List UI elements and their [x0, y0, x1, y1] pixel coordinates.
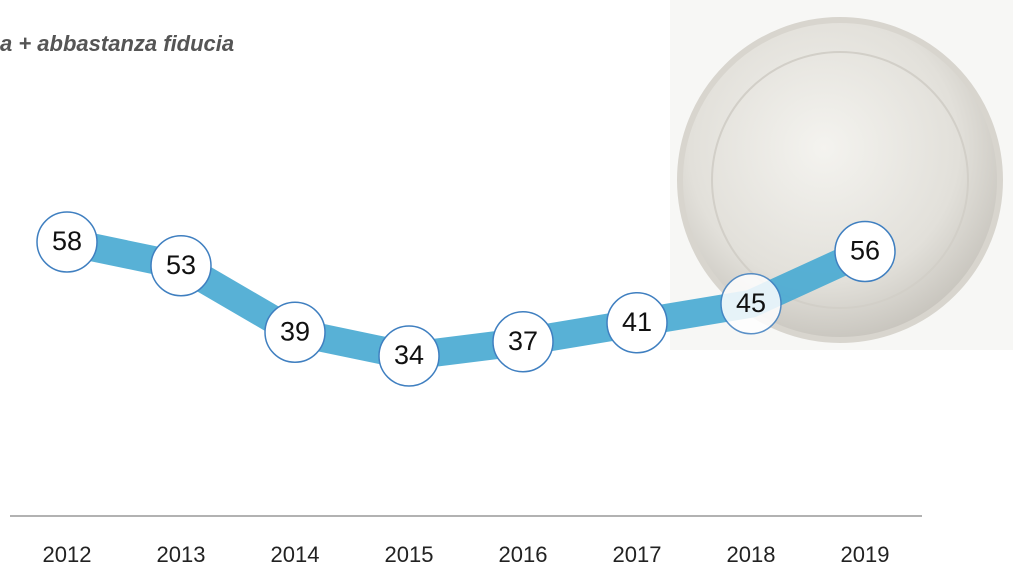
x-tick-label: 2018 — [727, 542, 776, 567]
data-label: 37 — [508, 326, 538, 356]
x-tick-label: 2014 — [271, 542, 320, 567]
x-tick-label: 2015 — [385, 542, 434, 567]
data-label: 53 — [166, 250, 196, 280]
data-label: 34 — [394, 340, 424, 370]
data-label: 56 — [850, 236, 880, 266]
chart-title: a + abbastanza fiducia — [0, 31, 234, 56]
x-tick-label: 2013 — [157, 542, 206, 567]
x-tick-label: 2017 — [613, 542, 662, 567]
chart: a + abbastanza fiducia 2012 2013 2014 2015 2… — [0, 0, 1013, 571]
x-tick-label: 2016 — [499, 542, 548, 567]
x-tick-label: 2019 — [841, 542, 890, 567]
data-label: 41 — [622, 307, 652, 337]
x-tick-label: 2012 — [43, 542, 92, 567]
data-label: 39 — [280, 316, 310, 346]
data-label: 58 — [52, 226, 82, 256]
data-label: 45 — [736, 288, 766, 318]
